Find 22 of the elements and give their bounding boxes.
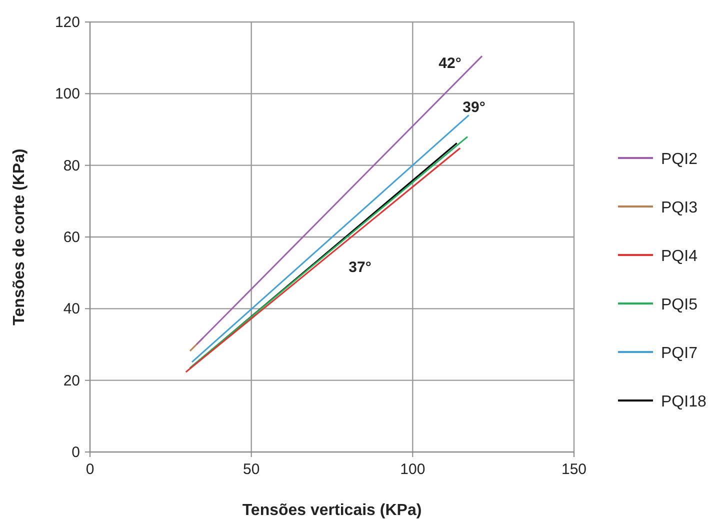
legend-label: PQI4	[661, 248, 698, 265]
x-tick-label: 100	[400, 461, 426, 478]
x-axis-title: Tensões verticais (KPa)	[242, 502, 422, 519]
legend-label: PQI18	[661, 394, 706, 410]
legend-label: PQI7	[661, 345, 698, 362]
legend-label: PQI5	[661, 296, 698, 314]
annotation: 37°	[348, 259, 372, 276]
x-tick-label: 150	[561, 461, 587, 478]
x-tick-label: 50	[242, 461, 260, 478]
y-axis-title: Tensões de corte (KPa)	[11, 148, 28, 326]
y-tick-label: 120	[54, 14, 80, 31]
y-tick-label: 0	[72, 444, 80, 461]
legend-label: PQI2	[661, 151, 698, 168]
y-tick-label: 100	[54, 86, 80, 103]
legend-label: PQI3	[661, 200, 698, 216]
annotation: 39°	[462, 99, 486, 116]
x-tick-label: 0	[86, 461, 94, 478]
annotation: 42°	[438, 55, 462, 72]
y-tick-label: 40	[63, 300, 80, 318]
y-tick-label: 80	[63, 157, 80, 174]
y-tick-label: 20	[63, 372, 80, 390]
y-tick-label: 60	[63, 229, 80, 246]
